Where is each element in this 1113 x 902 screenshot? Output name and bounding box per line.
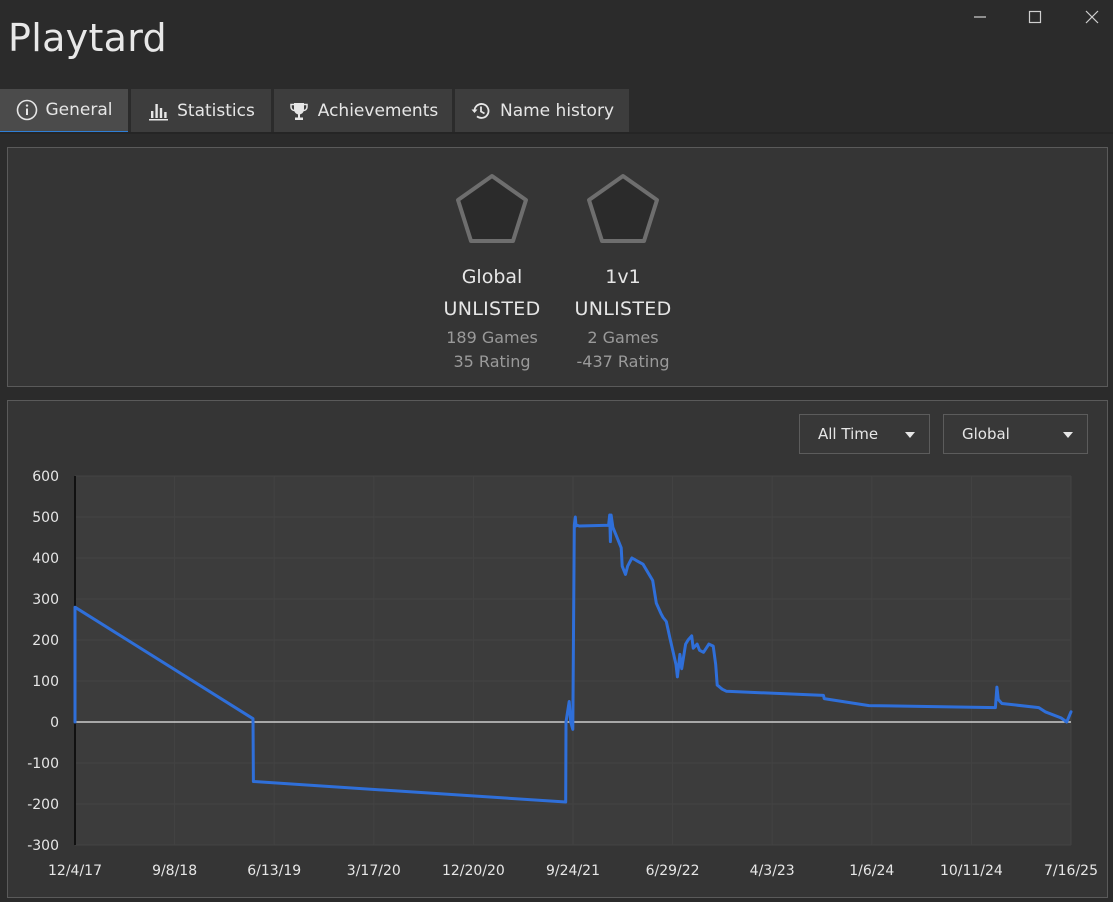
rank-name: 1v1 [605,266,641,288]
x-tick-label: 10/11/24 [940,863,1003,879]
x-tick-label: 6/13/19 [247,863,301,879]
x-tick-label: 3/17/20 [347,863,401,879]
x-tick-label: 4/3/23 [750,863,795,879]
time-range-value: All Time [818,425,879,443]
close-button[interactable] [1072,2,1112,32]
y-tick-label: 0 [50,715,59,731]
title-bar: Playtard [0,0,1113,88]
rank-rating: -437 Rating [576,352,670,371]
tab-general-label: General [45,100,113,120]
rank-games: 2 Games [587,328,659,347]
rank-status: UNLISTED [574,298,672,320]
y-tick-label: 400 [32,551,59,567]
time-range-dropdown[interactable]: All Time [799,414,930,454]
x-tick-label: 9/8/18 [152,863,197,879]
tab-statistics[interactable]: Statistics [131,89,271,132]
rank-games: 189 Games [446,328,538,347]
y-tick-label: 600 [32,469,59,485]
chevron-down-icon [1063,432,1073,438]
window-title: Playtard [8,16,167,60]
history-icon [471,102,490,119]
y-tick-label: 100 [32,674,59,690]
minimize-icon [974,16,986,18]
y-tick-label: -100 [27,756,59,772]
tab-name-history-label: Name history [499,100,615,121]
maximize-icon [1028,10,1042,24]
mode-value: Global [962,425,1010,443]
y-tick-label: 200 [32,633,59,649]
x-tick-label: 6/29/22 [646,863,700,879]
x-tick-label: 1/6/24 [849,863,894,879]
x-tick-label: 12/20/20 [442,863,505,879]
y-tick-label: -200 [27,797,59,813]
chevron-down-icon [905,432,915,438]
pentagon-rank-icon [456,174,528,243]
x-tick-label: 9/24/21 [546,863,600,879]
info-icon [16,99,37,121]
x-tick-label: 12/4/17 [48,863,102,879]
minimize-button[interactable] [960,2,1000,32]
tab-underline [0,132,1113,134]
y-tick-label: 300 [32,592,59,608]
y-tick-label: 500 [32,510,59,526]
mode-dropdown[interactable]: Global [943,414,1088,454]
close-icon [1085,10,1099,24]
maximize-button[interactable] [1015,2,1055,32]
y-tick-label: -300 [27,838,59,854]
rank-name: Global [461,266,523,288]
tab-statistics-label: Statistics [177,100,255,121]
rank-rating: 35 Rating [453,352,531,371]
ranks-panel: Global UNLISTED 189 Games 35 Rating 1v1 … [7,147,1108,387]
bar-chart-icon [149,103,169,120]
trophy-icon [290,102,308,120]
pentagon-rank-icon [587,174,659,243]
tab-achievements-label: Achievements [317,100,439,121]
tab-achievements[interactable]: Achievements [274,89,452,132]
x-tick-label: 7/16/25 [1044,863,1098,879]
rank-status: UNLISTED [443,298,541,320]
tab-name-history[interactable]: Name history [455,89,629,132]
rating-series-line [73,513,1073,804]
